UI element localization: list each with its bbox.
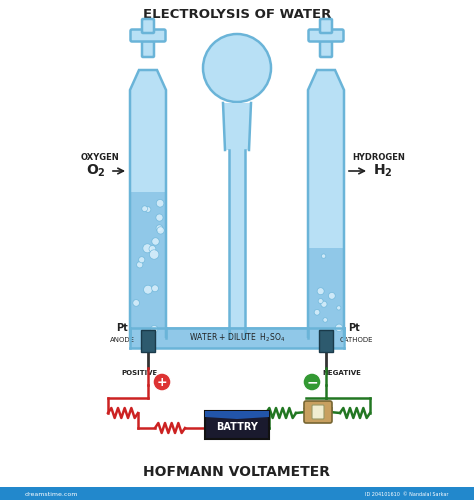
Text: ID 204101610  © Nandalal Sarkar: ID 204101610 © Nandalal Sarkar <box>365 492 449 496</box>
Polygon shape <box>130 328 344 348</box>
Circle shape <box>143 244 152 253</box>
Circle shape <box>133 300 139 306</box>
Text: $\mathbf{O_2}$: $\mathbf{O_2}$ <box>86 163 106 179</box>
Polygon shape <box>0 487 474 500</box>
Text: ELECTROLYSIS OF WATER: ELECTROLYSIS OF WATER <box>143 8 331 20</box>
FancyBboxPatch shape <box>304 401 332 423</box>
Text: HOFMANN VOLTAMETER: HOFMANN VOLTAMETER <box>144 465 330 479</box>
Text: dreamstime.com: dreamstime.com <box>25 492 78 496</box>
Polygon shape <box>308 70 344 338</box>
Text: −: − <box>306 375 318 389</box>
FancyBboxPatch shape <box>130 30 165 42</box>
Circle shape <box>139 256 145 263</box>
Polygon shape <box>139 70 157 90</box>
Circle shape <box>156 225 163 232</box>
Text: POSITIVE: POSITIVE <box>122 370 158 376</box>
Text: SWITCH: SWITCH <box>302 407 334 413</box>
Polygon shape <box>130 70 166 338</box>
Text: HYDROGEN: HYDROGEN <box>353 154 405 162</box>
Text: NEGATIVE: NEGATIVE <box>323 370 362 376</box>
Circle shape <box>149 250 159 259</box>
Circle shape <box>137 262 143 268</box>
Circle shape <box>318 298 323 304</box>
Text: +: + <box>157 376 167 388</box>
Circle shape <box>328 292 335 299</box>
Circle shape <box>145 206 151 212</box>
FancyBboxPatch shape <box>319 330 333 352</box>
FancyBboxPatch shape <box>312 405 324 419</box>
FancyBboxPatch shape <box>142 19 154 33</box>
Circle shape <box>156 200 164 207</box>
Polygon shape <box>309 248 343 338</box>
FancyBboxPatch shape <box>320 19 332 33</box>
FancyBboxPatch shape <box>309 30 344 42</box>
Circle shape <box>337 306 341 310</box>
Polygon shape <box>229 150 245 338</box>
Circle shape <box>303 373 321 391</box>
Text: ANODE: ANODE <box>109 337 135 343</box>
Circle shape <box>142 206 147 212</box>
Text: WATER + DILUTE  H$_2$SO$_4$: WATER + DILUTE H$_2$SO$_4$ <box>189 332 285 344</box>
Circle shape <box>152 285 158 292</box>
Circle shape <box>314 310 320 315</box>
Polygon shape <box>131 327 343 349</box>
Text: CATHODE: CATHODE <box>339 337 373 343</box>
Circle shape <box>149 246 156 252</box>
Circle shape <box>321 301 327 308</box>
Circle shape <box>321 254 326 258</box>
Text: OXYGEN: OXYGEN <box>81 154 119 162</box>
Circle shape <box>317 288 324 294</box>
FancyBboxPatch shape <box>205 411 269 439</box>
Circle shape <box>323 318 328 322</box>
Polygon shape <box>223 103 251 150</box>
Circle shape <box>156 214 163 221</box>
Text: Pt: Pt <box>348 323 360 333</box>
Circle shape <box>157 227 164 234</box>
Text: BATTRY: BATTRY <box>216 422 258 432</box>
FancyBboxPatch shape <box>141 330 155 352</box>
Circle shape <box>335 324 343 332</box>
Polygon shape <box>317 70 335 90</box>
Text: Pt: Pt <box>116 323 128 333</box>
Circle shape <box>203 34 271 102</box>
Circle shape <box>144 285 153 294</box>
Polygon shape <box>131 192 165 338</box>
Circle shape <box>153 373 171 391</box>
Polygon shape <box>205 411 269 419</box>
FancyBboxPatch shape <box>320 41 332 57</box>
FancyBboxPatch shape <box>142 41 154 57</box>
Circle shape <box>151 326 158 332</box>
Text: $\mathbf{H_2}$: $\mathbf{H_2}$ <box>373 163 393 179</box>
Circle shape <box>152 238 159 245</box>
